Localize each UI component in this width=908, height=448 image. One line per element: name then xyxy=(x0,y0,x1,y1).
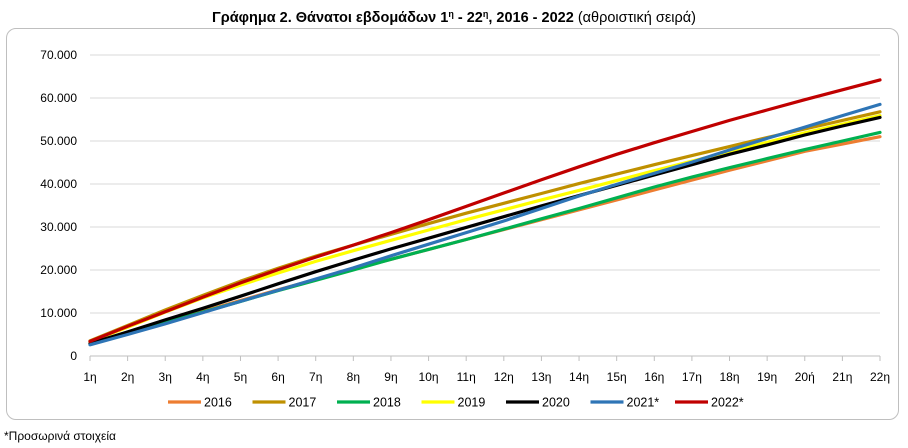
title-superscript-2: η xyxy=(482,9,489,19)
x-tick-label: 10η xyxy=(419,370,439,384)
y-tick-label: 50.000 xyxy=(40,134,77,148)
x-tick-label: 6η xyxy=(271,370,284,384)
series-lines xyxy=(88,78,882,347)
chart-title: Γράφημα 2. Θάνατοι εβδομάδων 1η - 22η, 2… xyxy=(0,4,908,28)
x-tick-label: 8η xyxy=(347,370,360,384)
footnote: *Προσωρινά στοιχεία xyxy=(4,429,116,443)
y-tick-label: 10.000 xyxy=(40,306,77,320)
y-tick-label: 30.000 xyxy=(40,220,77,234)
x-tick-label: 7η xyxy=(309,370,322,384)
y-tick-label: 60.000 xyxy=(40,91,77,105)
legend: 2016 2017 2018 2019 2020 2021* 2022* xyxy=(168,396,744,410)
x-tick-label: 4η xyxy=(196,370,209,384)
title-years: , 2016 - 2022 xyxy=(488,10,574,26)
y-tick-label: 40.000 xyxy=(40,177,77,191)
x-tick-label: 12η xyxy=(494,370,514,384)
title-superscript-1: η xyxy=(448,9,454,19)
y-tick-label: 0 xyxy=(70,349,77,363)
x-tick-label: 18η xyxy=(720,370,740,384)
x-tick-label: 5η xyxy=(234,370,247,384)
series-line-2021 xyxy=(88,102,882,347)
title-main: Γράφημα 2. Θάνατοι εβδομάδων 1 xyxy=(212,10,449,26)
x-tick-label: 15η xyxy=(607,370,627,384)
title-note: (αθροιστική σειρά) xyxy=(573,10,696,26)
legend-label: 2017 xyxy=(289,396,317,410)
legend-label: 2021* xyxy=(627,396,660,410)
x-tick-label: 3η xyxy=(159,370,172,384)
x-tick-label: 21η xyxy=(832,370,852,384)
chart-frame xyxy=(6,28,899,420)
title-range: - 22 xyxy=(453,10,483,26)
x-tick-label: 19η xyxy=(757,370,777,384)
x-tick-label: 13η xyxy=(531,370,551,384)
x-tick-label: 22η xyxy=(870,370,890,384)
x-tick-label: 1η xyxy=(83,370,96,384)
x-tick-label: 2η xyxy=(121,370,134,384)
x-tick-label: 16η xyxy=(644,370,664,384)
y-tick-label: 20.000 xyxy=(40,263,77,277)
y-axis: 0 10.000 20.000 30.000 40.000 50.000 60.000 70.… xyxy=(40,48,77,363)
legend-label: 2016 xyxy=(204,396,232,410)
legend-label: 2020 xyxy=(542,396,570,410)
y-tick-label: 70.000 xyxy=(40,48,77,62)
series-line-2020 xyxy=(88,115,882,346)
legend-label: 2022* xyxy=(711,396,744,410)
x-tick-label: 20ή xyxy=(795,370,815,384)
gridlines xyxy=(90,54,880,314)
x-tick-label: 9η xyxy=(384,370,397,384)
legend-label: 2018 xyxy=(373,396,401,410)
legend-label: 2019 xyxy=(458,396,486,410)
series-line-2022 xyxy=(88,78,882,343)
x-tick-label: 11η xyxy=(457,370,476,384)
x-tick-label: 14η xyxy=(569,370,589,384)
x-axis: 1η 2η 3η 4η 5η 6η 7η 8η 9η 10η 11η 12η 13η 14η 15η 16η 1… xyxy=(83,355,890,384)
x-tick-label: 17η xyxy=(682,370,702,384)
